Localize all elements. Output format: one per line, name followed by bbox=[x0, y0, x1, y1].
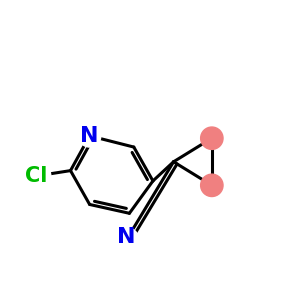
Circle shape bbox=[79, 125, 101, 147]
Circle shape bbox=[201, 127, 223, 149]
Circle shape bbox=[201, 174, 223, 197]
Text: N: N bbox=[80, 126, 99, 146]
Text: N: N bbox=[117, 227, 136, 247]
Circle shape bbox=[22, 162, 51, 190]
Circle shape bbox=[114, 227, 139, 252]
Text: Cl: Cl bbox=[26, 166, 48, 186]
